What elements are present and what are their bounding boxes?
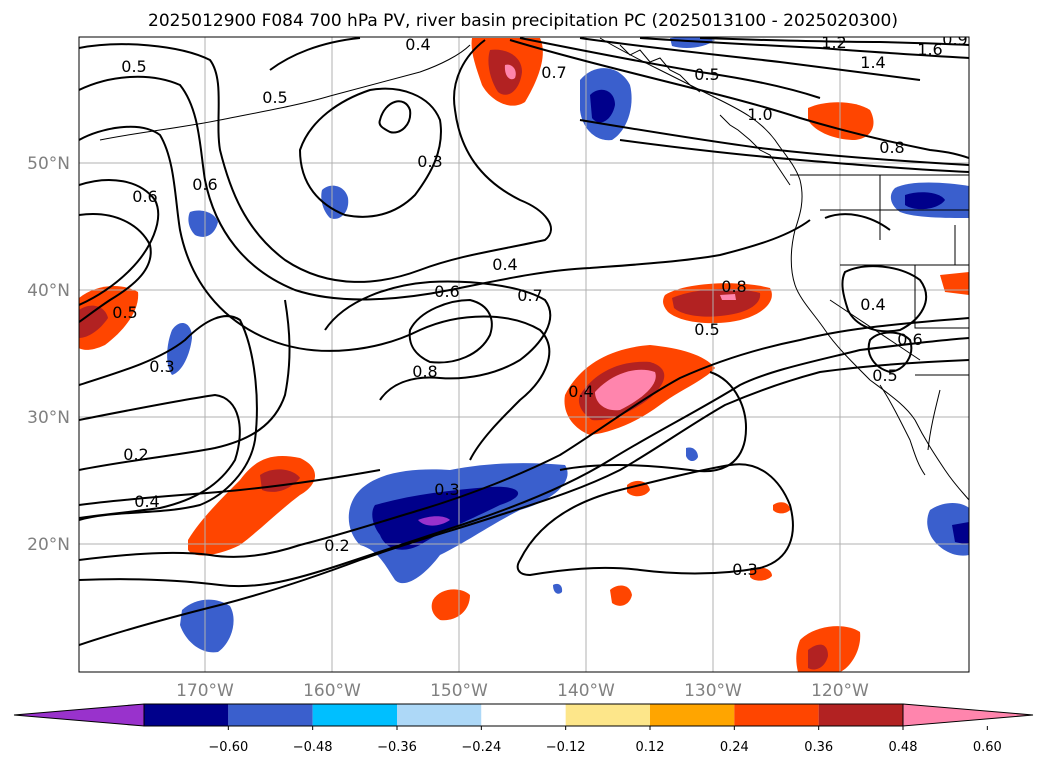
contour-label: 0.6 (132, 187, 157, 206)
pv-contours (79, 37, 969, 646)
lat-label: 50°N (27, 154, 70, 174)
colorbar-tick-label: 0.60 (973, 740, 1002, 755)
contour-label: 0.2 (324, 536, 349, 555)
contour-label: 0.4 (860, 295, 885, 314)
contour-label: 0.5 (112, 303, 137, 322)
colorbar-tick-label: −0.48 (293, 740, 333, 755)
precip-positive-west-edge (79, 286, 139, 350)
precip-positive-peak (595, 369, 656, 411)
contour-labels: 0.5 0.7 1.2 1.4 1.6 1.0 0.8 0.4 0.3 0.6 … (112, 30, 967, 579)
contour-label: 0.2 (123, 445, 148, 464)
contour-label: 0.4 (405, 35, 430, 54)
colorbar-swatch (481, 704, 566, 726)
colorbar-tick-label: −0.24 (461, 740, 501, 755)
latitude-labels: 50°N 40°N 30°N 20°N (27, 154, 70, 555)
precip-negative-peak (418, 516, 450, 526)
contour-label: 0.8 (412, 362, 437, 381)
colorbar-tick-label: 0.48 (889, 740, 918, 755)
colorbar-swatch (228, 704, 313, 726)
colorbar-tick-label: −0.60 (208, 740, 248, 755)
precip-positive-canada (808, 102, 874, 140)
contour-label: 1.4 (860, 53, 885, 72)
colorbar-swatch (144, 704, 229, 726)
lon-label: 120°W (811, 681, 869, 701)
lon-label: 140°W (557, 681, 615, 701)
colorbar-tick-label: 0.12 (636, 740, 665, 755)
contour-label: 0.3 (417, 152, 442, 171)
lat-label: 20°N (27, 535, 70, 555)
map-area: 0.5 0.7 1.2 1.4 1.6 1.0 0.8 0.4 0.3 0.6 … (79, 30, 969, 672)
colorbar-swatch (650, 704, 735, 726)
contour-label: 1.0 (747, 105, 772, 124)
colorbar-tick-label: 0.24 (720, 740, 749, 755)
contour-label: 0.3 (149, 357, 174, 376)
contour-label: 0.9 (942, 30, 967, 49)
contour-label: 0.6 (434, 282, 459, 301)
contour-label: 0.3 (434, 480, 459, 499)
colorbar-swatch (312, 704, 397, 726)
contour-label: 0.5 (694, 65, 719, 84)
contour-label: 0.8 (721, 277, 746, 296)
colorbar-extend-high (902, 703, 1034, 727)
colorbar-tick-label: 0.36 (804, 740, 833, 755)
contour-label: 0.4 (568, 382, 593, 401)
contour-label: 0.5 (262, 88, 287, 107)
colorbar-outline (143, 703, 904, 727)
coastlines (99, 37, 969, 501)
contour-label: 1.2 (821, 33, 846, 52)
map-title: 2025012900 F084 700 hPa PV, river basin … (148, 11, 898, 31)
contour-label: 0.5 (694, 320, 719, 339)
contour-label: 0.8 (879, 138, 904, 157)
contour-label: 0.3 (732, 560, 757, 579)
colorbar-swatch (565, 704, 650, 726)
colorbar-tick-label: −0.36 (377, 740, 417, 755)
map-frame (78, 36, 970, 673)
contour-label: 0.6 (897, 330, 922, 349)
colorbar: −0.60 −0.48 −0.36 −0.24 −0.12 0.12 0.24 0.36 0.4… (13, 703, 1034, 755)
contour-label: 0.7 (517, 286, 542, 305)
lat-label: 40°N (27, 281, 70, 301)
lon-label: 130°W (684, 681, 742, 701)
lon-label: 160°W (303, 681, 361, 701)
contour-label: 0.5 (121, 57, 146, 76)
contour-label: 0.4 (134, 492, 159, 511)
colorbar-swatch (734, 704, 819, 726)
colorbar-tick-label: −0.12 (546, 740, 586, 755)
lon-label: 150°W (430, 681, 488, 701)
longitude-labels: 170°W 160°W 150°W 140°W 130°W 120°W (176, 681, 869, 701)
contour-label: 0.7 (541, 63, 566, 82)
precip-negative-west-pacific (321, 185, 349, 219)
contour-label: 1.6 (917, 40, 942, 59)
precip-shading (79, 37, 969, 672)
colorbar-extend-low (13, 703, 145, 727)
lon-label: 170°W (176, 681, 234, 701)
colorbar-swatch (818, 704, 903, 726)
contour-label: 0.6 (192, 175, 217, 194)
contour-label: 0.5 (872, 366, 897, 385)
contour-label: 0.4 (492, 255, 517, 274)
colorbar-swatch (397, 704, 482, 726)
lat-label: 30°N (27, 408, 70, 428)
